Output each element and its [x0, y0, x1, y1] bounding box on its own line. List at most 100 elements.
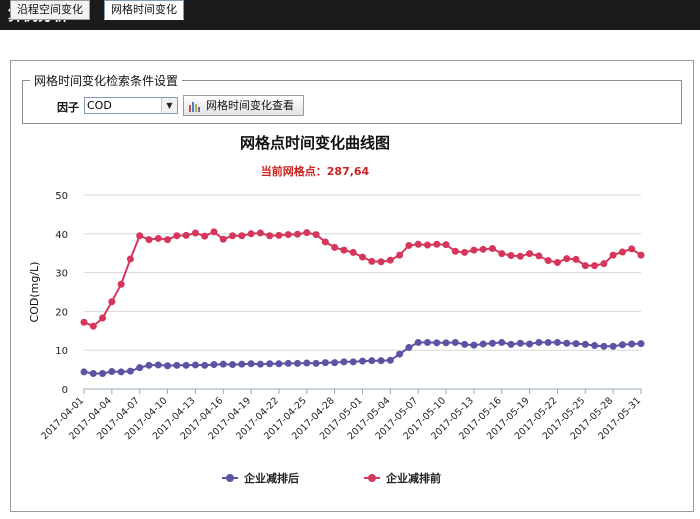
data-point [284, 359, 292, 367]
series-line-2 [83, 230, 642, 328]
data-point [312, 359, 320, 367]
data-point [581, 262, 589, 270]
data-point [405, 343, 413, 351]
y-tick-label: 30 [55, 269, 68, 280]
data-point [89, 369, 97, 377]
data-point [498, 250, 506, 258]
data-point [229, 361, 237, 369]
data-point [396, 350, 404, 358]
data-point [266, 232, 274, 240]
data-point [108, 298, 116, 306]
y-tick-label: 10 [55, 346, 68, 357]
data-point [266, 360, 274, 368]
data-point [191, 229, 199, 237]
data-point [600, 260, 608, 268]
y-tick-label: 0 [62, 385, 68, 396]
factor-label: 因子 [57, 101, 79, 114]
tab-spatial-change[interactable]: 沿程空间变化 [10, 0, 90, 20]
data-point [154, 361, 162, 369]
data-point [396, 251, 404, 259]
data-point [507, 252, 515, 260]
chart-title: 网格点时间变化曲线图 [240, 134, 390, 152]
chart-subtitle: 当前网格点：287,64 [261, 164, 370, 178]
data-point [294, 359, 302, 367]
data-point [618, 341, 626, 349]
data-point [191, 361, 199, 369]
data-point [164, 236, 172, 244]
data-point [89, 322, 97, 330]
data-point [544, 257, 552, 265]
data-point [591, 262, 599, 270]
chevron-down-icon[interactable]: ▼ [161, 98, 177, 113]
data-point [154, 234, 162, 242]
data-point [238, 360, 246, 368]
data-point [182, 361, 190, 369]
legend-swatch-marker [226, 474, 234, 482]
data-point [275, 360, 283, 368]
data-point [182, 231, 190, 239]
data-point [229, 232, 237, 240]
data-point [256, 360, 264, 368]
data-point [535, 252, 543, 260]
data-point [516, 339, 524, 347]
data-point [498, 338, 506, 346]
data-point [526, 250, 534, 258]
data-point [609, 342, 617, 350]
data-point [284, 231, 292, 239]
data-point [359, 357, 366, 365]
data-point [80, 368, 88, 376]
grid-time-change-view-button[interactable]: 网格时间变化查看 [183, 95, 304, 116]
data-point [470, 246, 478, 254]
data-point [164, 362, 172, 370]
data-point [451, 247, 459, 255]
bar-chart-icon [189, 102, 200, 112]
data-point [331, 359, 339, 367]
legend-label: 企业减排后 [243, 471, 299, 485]
data-point [368, 257, 376, 265]
data-point [423, 241, 431, 249]
data-point [386, 356, 394, 364]
data-point [405, 241, 413, 249]
data-point [386, 256, 394, 264]
data-point [563, 339, 571, 347]
data-point [256, 229, 264, 237]
data-point [321, 238, 329, 246]
data-point [581, 340, 589, 348]
legend-swatch-marker [368, 474, 376, 482]
data-point [423, 338, 431, 346]
data-point [136, 232, 144, 240]
legend-label: 企业减排前 [385, 471, 441, 485]
data-point [247, 230, 255, 238]
data-point [359, 253, 366, 261]
data-point [591, 342, 599, 350]
data-point [126, 367, 134, 375]
data-point [544, 338, 552, 346]
data-point [618, 248, 626, 256]
data-point [414, 240, 422, 248]
data-point [340, 358, 348, 366]
data-point [479, 340, 487, 348]
filter-legend: 网格时间变化检索条件设置 [30, 72, 183, 89]
data-point [516, 252, 524, 260]
data-point [535, 338, 543, 346]
data-point [173, 361, 181, 369]
factor-select[interactable]: COD ▼ [84, 97, 178, 114]
data-point [461, 248, 469, 256]
data-point [117, 368, 125, 376]
data-point [368, 357, 376, 365]
data-point [628, 340, 636, 348]
data-point [117, 280, 125, 288]
data-point [340, 246, 348, 254]
data-point [628, 245, 636, 253]
grid-time-change-view-label: 网格时间变化查看 [206, 99, 294, 112]
data-point [637, 251, 645, 259]
data-point [553, 259, 561, 267]
data-point [637, 340, 645, 348]
data-point [303, 359, 311, 367]
data-point [321, 359, 329, 367]
tab-grid-time-change[interactable]: 网格时间变化 [104, 0, 184, 20]
data-point [553, 338, 561, 346]
data-point [451, 338, 459, 346]
data-point [238, 232, 246, 240]
